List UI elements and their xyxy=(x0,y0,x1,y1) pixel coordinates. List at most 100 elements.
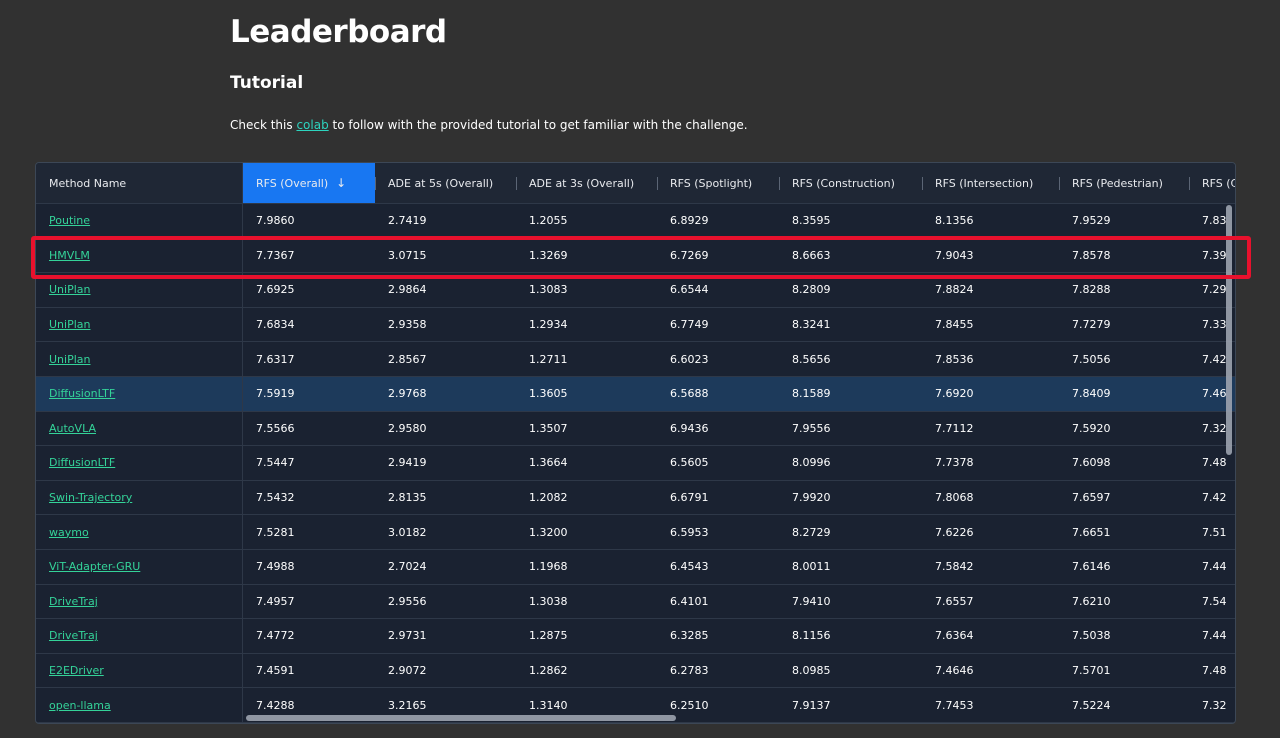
column-header-col-8[interactable]: RFS (C xyxy=(1189,163,1236,203)
table-row[interactable]: DriveTraj 7.4957 2.9556 1.3038 6.4101 7.9410 7… xyxy=(36,584,1235,620)
method-name-cell: ViT-Adapter-GRU xyxy=(36,549,243,584)
leaderboard-table[interactable]: Method Name RFS (Overall) ↓ ADE at 5s (Over… xyxy=(35,162,1236,724)
metric-cell: 7.6146 xyxy=(1072,560,1111,574)
method-link[interactable]: Poutine xyxy=(49,214,91,228)
metric-cell: 8.3595 xyxy=(792,214,831,228)
metric-cell: 7.9410 xyxy=(792,594,831,608)
column-header-col-2[interactable]: ADE at 5s (Overall) xyxy=(375,163,516,203)
table-row[interactable]: AutoVLA 7.5566 2.9580 1.3507 6.9436 7.9556 7.7… xyxy=(36,411,1235,447)
method-link[interactable]: DriveTraj xyxy=(49,594,98,608)
table-row[interactable]: DriveTraj 7.4772 2.9731 1.2875 6.3285 8.1156 7… xyxy=(36,619,1235,654)
method-link[interactable]: AutoVLA xyxy=(49,421,96,435)
metric-cell: 6.8929 xyxy=(670,214,709,228)
column-header-col-6[interactable]: RFS (Intersection) xyxy=(922,163,1059,203)
column-header-col-4[interactable]: RFS (Spotlight) xyxy=(657,163,779,203)
table-row[interactable]: ViT-Adapter-GRU 7.4988 2.7024 1.1968 6.4543 8… xyxy=(36,549,1235,585)
metric-cell: 7.6226 xyxy=(935,525,974,539)
metric-cell: 7.5447 xyxy=(256,456,295,470)
column-header-method-name[interactable]: Method Name xyxy=(36,163,243,203)
metric-cell: 7.4288 xyxy=(256,698,295,712)
method-link[interactable]: open-llama xyxy=(49,698,111,712)
method-link[interactable]: DiffusionLTF xyxy=(49,387,116,401)
metric-cell: 2.9580 xyxy=(388,421,427,435)
vertical-scrollbar[interactable] xyxy=(1226,205,1232,455)
metric-cell: 1.3038 xyxy=(529,594,568,608)
method-link[interactable]: waymo xyxy=(49,525,89,539)
method-name-cell: HMVLM xyxy=(36,238,243,273)
method-name-cell: E2EDriver xyxy=(36,653,243,688)
column-header-col-3[interactable]: ADE at 3s (Overall) xyxy=(516,163,657,203)
method-name-cell: DiffusionLTF xyxy=(36,446,243,480)
metric-cell: 7.8455 xyxy=(935,318,974,332)
metric-cell: 7.7378 xyxy=(935,456,974,470)
metric-cell: 8.1156 xyxy=(792,629,831,643)
metric-cell: 7.7453 xyxy=(935,698,974,712)
table-row[interactable]: UniPlan 7.6834 2.9358 1.2934 6.7749 8.3241 7.8… xyxy=(36,307,1235,343)
metric-cell: 7.48 xyxy=(1202,456,1227,470)
metric-cell: 7.8068 xyxy=(935,491,974,505)
metric-cell: 7.6210 xyxy=(1072,594,1111,608)
method-link[interactable]: HMVLM xyxy=(49,248,90,262)
table-row[interactable]: open-llama 7.4288 3.2165 1.3140 6.2510 7.9137… xyxy=(36,688,1235,723)
metric-cell: 7.4646 xyxy=(935,664,974,678)
table-row[interactable]: Swin-Trajectory 7.5432 2.8135 1.2082 6.6791 7… xyxy=(36,480,1235,516)
metric-cell: 7.7279 xyxy=(1072,318,1111,332)
metric-cell: 8.0011 xyxy=(792,560,831,574)
column-header-label: Method Name xyxy=(49,176,127,190)
metric-cell: 1.2862 xyxy=(529,664,568,678)
metric-cell: 6.7269 xyxy=(670,248,709,262)
metric-cell: 7.6557 xyxy=(935,594,974,608)
section-title-tutorial: Tutorial xyxy=(230,73,304,93)
table-row[interactable]: DiffusionLTF 7.5919 2.9768 1.3605 6.5688 8.15… xyxy=(36,376,1235,412)
metric-cell: 2.9768 xyxy=(388,387,427,401)
table-row[interactable]: E2EDriver 7.4591 2.9072 1.2862 6.2783 8.0985 7… xyxy=(36,653,1235,689)
metric-cell: 7.9137 xyxy=(792,698,831,712)
metric-cell: 2.9419 xyxy=(388,456,427,470)
metric-cell: 1.2082 xyxy=(529,491,568,505)
metric-cell: 8.0996 xyxy=(792,456,831,470)
horizontal-scrollbar[interactable] xyxy=(246,715,676,721)
metric-cell: 7.9556 xyxy=(792,421,831,435)
metric-cell: 1.3140 xyxy=(529,698,568,712)
page-title: Leaderboard xyxy=(230,14,447,50)
table-row[interactable]: waymo 7.5281 3.0182 1.3200 6.5953 8.2729 7.622… xyxy=(36,515,1235,550)
metric-cell: 7.4772 xyxy=(256,629,295,643)
method-name-cell: Poutine xyxy=(36,204,243,238)
metric-cell: 2.9072 xyxy=(388,664,427,678)
method-name-cell: DriveTraj xyxy=(36,619,243,653)
column-header-col-5[interactable]: RFS (Construction) xyxy=(779,163,922,203)
metric-cell: 1.3200 xyxy=(529,525,568,539)
table-row[interactable]: UniPlan 7.6925 2.9864 1.3083 6.6544 8.2809 7.8… xyxy=(36,273,1235,308)
metric-cell: 7.48 xyxy=(1202,664,1227,678)
table-row[interactable]: UniPlan 7.6317 2.8567 1.2711 6.6023 8.5656 7.8… xyxy=(36,342,1235,377)
table-row[interactable]: DiffusionLTF 7.5447 2.9419 1.3664 6.5605 8.09… xyxy=(36,446,1235,481)
method-link[interactable]: DriveTraj xyxy=(49,629,98,643)
method-name-cell: Swin-Trajectory xyxy=(36,480,243,515)
metric-cell: 7.6317 xyxy=(256,352,295,366)
method-name-cell: waymo xyxy=(36,515,243,549)
metric-cell: 7.8409 xyxy=(1072,387,1111,401)
method-link[interactable]: E2EDriver xyxy=(49,664,104,678)
table-row[interactable]: Poutine 7.9860 2.7419 1.2055 6.8929 8.3595 8.1… xyxy=(36,204,1235,239)
table-row[interactable]: HMVLM 7.7367 3.0715 1.3269 6.7269 8.6663 7.904… xyxy=(36,238,1235,274)
colab-link[interactable]: colab xyxy=(296,118,329,132)
metric-cell: 7.4957 xyxy=(256,594,295,608)
metric-cell: 8.2809 xyxy=(792,283,831,297)
metric-cell: 1.3269 xyxy=(529,248,568,262)
metric-cell: 7.8288 xyxy=(1072,283,1111,297)
column-header-label: RFS (Construction) xyxy=(792,176,895,190)
metric-cell: 7.32 xyxy=(1202,698,1227,712)
column-header-col-1[interactable]: RFS (Overall) ↓ xyxy=(243,163,375,203)
method-link[interactable]: DiffusionLTF xyxy=(49,456,116,470)
method-link[interactable]: Swin-Trajectory xyxy=(49,491,133,505)
metric-cell: 7.46 xyxy=(1202,387,1227,401)
column-header-label: RFS (C xyxy=(1202,176,1236,190)
metric-cell: 7.33 xyxy=(1202,318,1227,332)
method-link[interactable]: UniPlan xyxy=(49,352,91,366)
method-link[interactable]: UniPlan xyxy=(49,283,91,297)
sort-descending-icon[interactable]: ↓ xyxy=(336,176,347,190)
metric-cell: 2.9731 xyxy=(388,629,427,643)
column-header-col-7[interactable]: RFS (Pedestrian) xyxy=(1059,163,1189,203)
method-link[interactable]: ViT-Adapter-GRU xyxy=(49,560,141,574)
method-link[interactable]: UniPlan xyxy=(49,318,91,332)
